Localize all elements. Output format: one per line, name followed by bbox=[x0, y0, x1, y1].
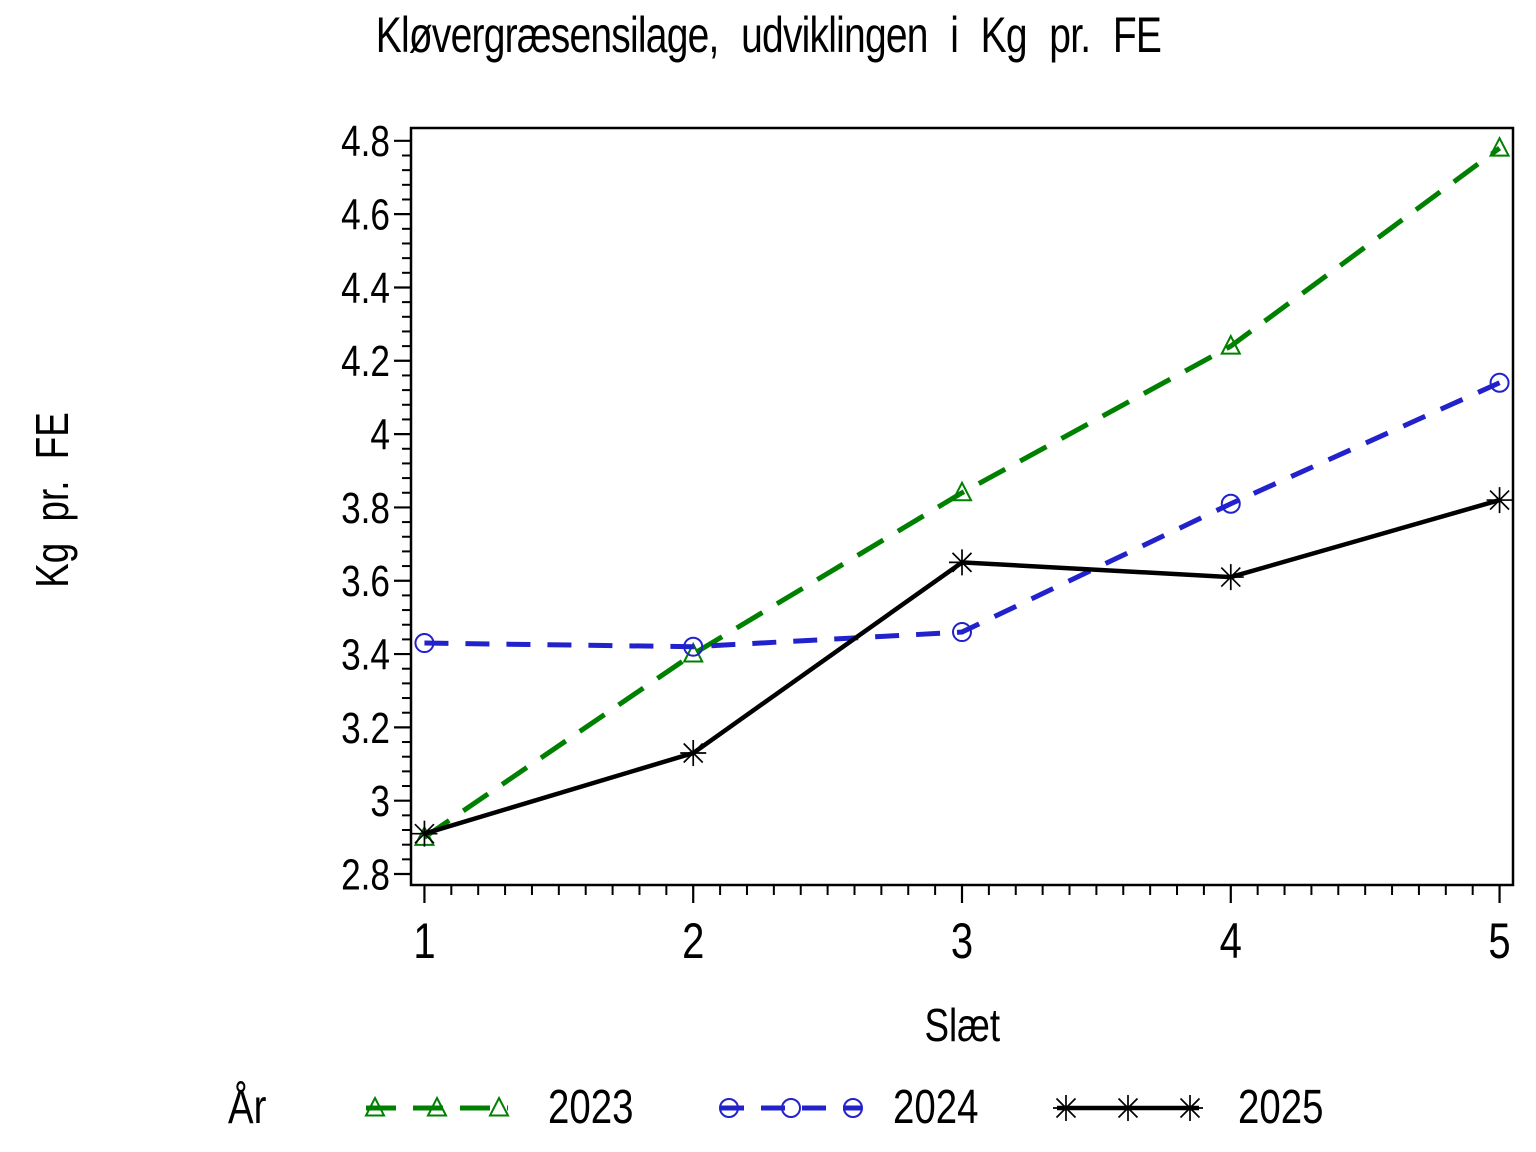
star-marker-icon bbox=[1177, 1095, 1203, 1121]
triangle-marker-icon bbox=[1488, 135, 1511, 157]
y-axis-ticks: 2.8 3 3.2 3.4 3.6 3.8 4 4.2 4.4 4.6 4.8 bbox=[341, 118, 411, 900]
legend-label-2024: 2024 bbox=[893, 1081, 979, 1134]
y-tick-label: 3.2 bbox=[341, 704, 390, 753]
triangle-marker-icon bbox=[488, 1095, 510, 1117]
chart-title-text: Kløvergræsensilage, udviklingen i Kg pr.… bbox=[375, 7, 1161, 63]
series-2023-line bbox=[423, 146, 1502, 840]
circle-marker-icon bbox=[952, 622, 972, 643]
circle-marker-icon bbox=[683, 636, 704, 657]
x-tick-label: 1 bbox=[413, 913, 435, 969]
legend-swatch-2023 bbox=[364, 1095, 510, 1117]
star-marker-icon bbox=[1486, 487, 1513, 514]
x-tick-label: 2 bbox=[682, 913, 704, 969]
y-tick-label: 2.8 bbox=[341, 851, 390, 900]
legend-label-2023: 2023 bbox=[548, 1081, 634, 1134]
y-tick-label: 3.4 bbox=[341, 631, 390, 680]
triangle-marker-icon bbox=[951, 480, 973, 502]
star-marker-icon bbox=[1115, 1095, 1141, 1121]
x-axis-title-text: Slæt bbox=[924, 999, 1000, 1051]
y-tick-label: 4 bbox=[370, 411, 390, 460]
x-axis-ticks: 1 2 3 4 5 bbox=[413, 885, 1511, 969]
y-tick-label: 3.8 bbox=[341, 484, 390, 533]
star-marker-icon bbox=[1053, 1095, 1079, 1121]
legend-swatch-2025 bbox=[1053, 1095, 1203, 1121]
y-tick-label: 4.6 bbox=[341, 191, 390, 240]
circle-marker-icon bbox=[719, 1098, 739, 1118]
legend-label-2025: 2025 bbox=[1238, 1081, 1324, 1134]
legend-swatch-2024 bbox=[719, 1098, 863, 1118]
series-2023 bbox=[413, 135, 1511, 846]
series-2024 bbox=[414, 372, 1510, 657]
triangle-marker-icon bbox=[364, 1095, 386, 1117]
circle-marker-icon bbox=[414, 633, 435, 654]
legend: År 2023 2024 2025 bbox=[0, 1072, 1536, 1144]
y-tick-label: 4.4 bbox=[341, 264, 390, 313]
chart-title: Kløvergræsensilage, udviklingen i Kg pr.… bbox=[0, 6, 1536, 64]
x-tick-label: 3 bbox=[951, 913, 973, 969]
y-tick-label: 3 bbox=[370, 777, 390, 826]
y-tick-label: 4.2 bbox=[341, 338, 390, 387]
plot-area: 2.8 3 3.2 3.4 3.6 3.8 4 4.2 4.4 4.6 4.8 1 2 3 4 5 bbox=[341, 118, 1515, 969]
star-marker-icon bbox=[1217, 564, 1244, 591]
star-marker-icon bbox=[680, 740, 707, 767]
x-axis-title: Slæt bbox=[662, 998, 1262, 1052]
legend-title: År bbox=[228, 1081, 267, 1134]
star-marker-icon bbox=[949, 549, 975, 576]
circle-marker-icon bbox=[1220, 493, 1241, 514]
triangle-marker-icon bbox=[682, 641, 704, 663]
plot-frame bbox=[409, 126, 1515, 887]
triangle-marker-icon bbox=[1220, 333, 1242, 355]
x-tick-label: 5 bbox=[1488, 913, 1510, 969]
star-marker-icon bbox=[411, 820, 438, 847]
y-tick-label: 3.6 bbox=[341, 557, 390, 606]
series-2024-line bbox=[424, 380, 1501, 650]
circle-marker-icon bbox=[781, 1098, 801, 1118]
triangle-marker-icon bbox=[426, 1095, 448, 1117]
circle-marker-icon bbox=[843, 1098, 863, 1118]
series-2025 bbox=[411, 487, 1513, 847]
y-tick-label: 4.8 bbox=[341, 118, 390, 167]
circle-marker-icon bbox=[1489, 372, 1510, 393]
x-tick-label: 4 bbox=[1220, 913, 1242, 969]
